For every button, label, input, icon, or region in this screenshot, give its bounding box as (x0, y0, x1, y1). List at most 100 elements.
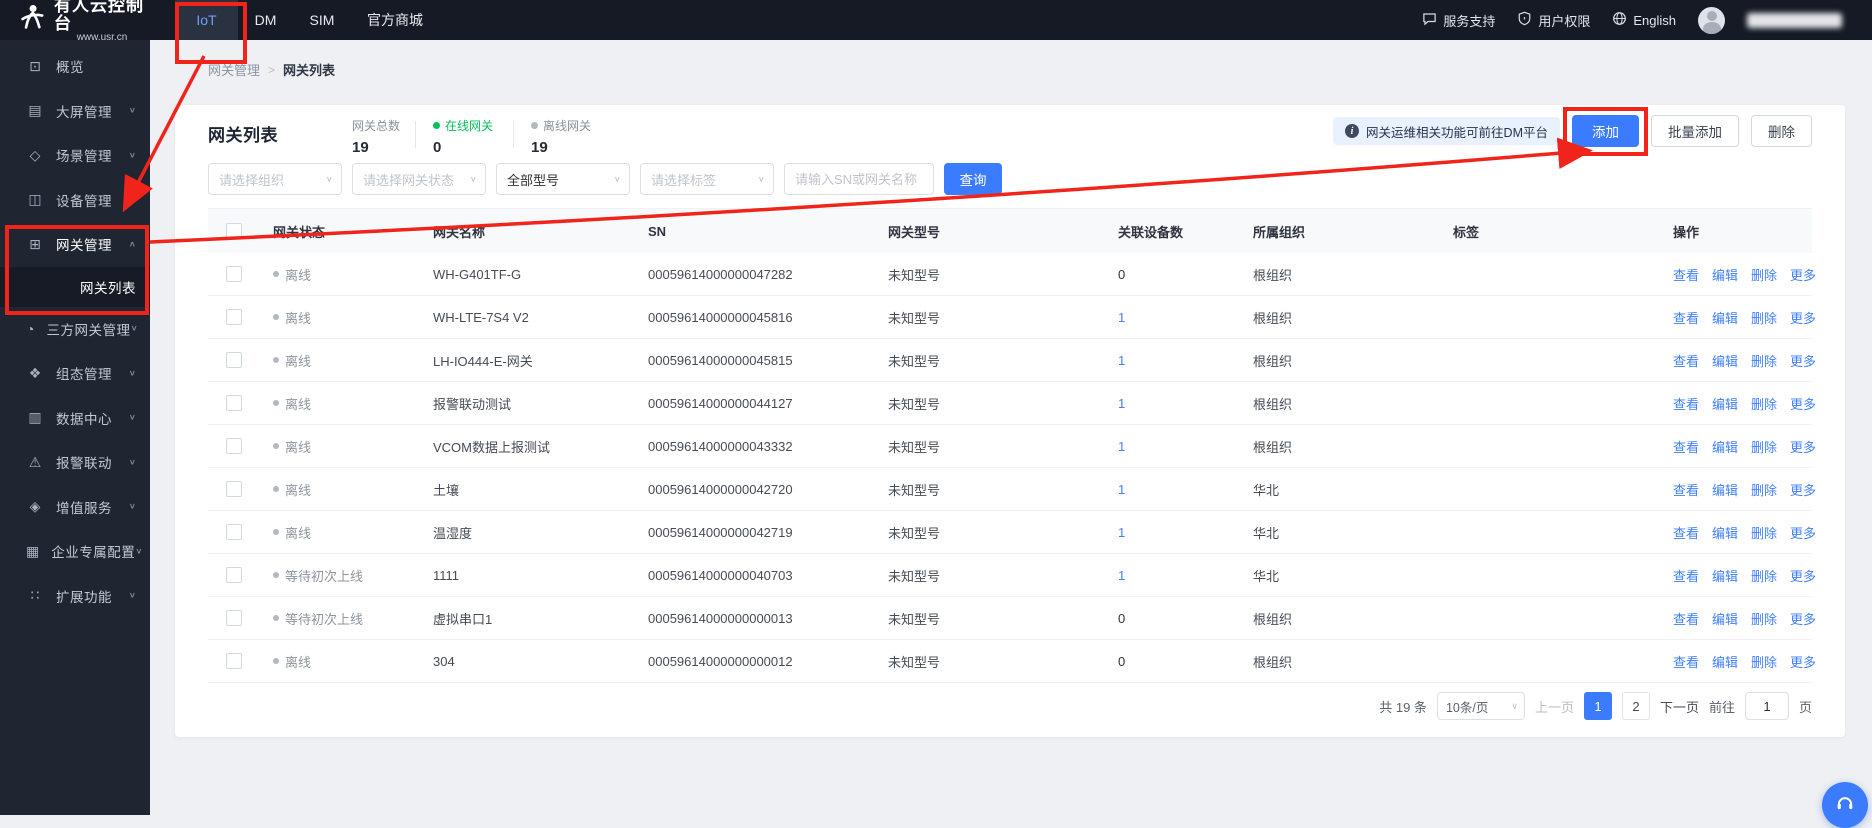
view-link[interactable]: 查看 (1673, 353, 1700, 369)
row-checkbox[interactable] (226, 567, 242, 584)
device-count[interactable]: 1 (1118, 481, 1126, 497)
search-button[interactable]: 查询 (944, 163, 1002, 195)
view-link[interactable]: 查看 (1673, 396, 1700, 412)
device-count[interactable]: 0 (1118, 653, 1126, 669)
view-link[interactable]: 查看 (1673, 654, 1700, 670)
view-link[interactable]: 查看 (1673, 611, 1700, 627)
page-size-select[interactable]: 10条/页 ∨ (1436, 692, 1525, 720)
device-count[interactable]: 0 (1118, 266, 1126, 282)
device-count[interactable]: 1 (1118, 352, 1126, 368)
more-link[interactable]: 更多 (1790, 482, 1817, 498)
delete-button[interactable]: 删除 (1751, 115, 1812, 147)
edit-link[interactable]: 编辑 (1712, 568, 1739, 584)
device-count[interactable]: 1 (1118, 567, 1126, 583)
row-checkbox[interactable] (226, 352, 242, 369)
org-select[interactable]: 请选择组织 ∨ (208, 163, 342, 195)
select-all-checkbox[interactable] (226, 223, 242, 240)
delete-link[interactable]: 删除 (1751, 611, 1778, 627)
delete-link[interactable]: 删除 (1751, 482, 1778, 498)
sidebar-item[interactable]: ▤ 大屏管理 ∨ (0, 89, 150, 134)
view-link[interactable]: 查看 (1673, 310, 1700, 326)
view-link[interactable]: 查看 (1673, 482, 1700, 498)
model-select[interactable]: 全部型号 ∨ (496, 163, 630, 195)
more-link[interactable]: 更多 (1790, 568, 1817, 584)
edit-link[interactable]: 编辑 (1712, 396, 1739, 412)
row-checkbox[interactable] (226, 481, 242, 498)
device-count[interactable]: 1 (1118, 309, 1126, 325)
page-2-button[interactable]: 2 (1621, 692, 1650, 720)
sidebar-item[interactable]: ◈ 增值服务 ∨ (0, 485, 150, 530)
logo[interactable]: 有人云控制台 www.usr.cn (0, 0, 150, 43)
sidebar-item[interactable]: ⚠ 报警联动 ∨ (0, 440, 150, 485)
sidebar-item[interactable]: ◫ 设备管理 ∨ (0, 178, 150, 223)
edit-link[interactable]: 编辑 (1712, 482, 1739, 498)
breadcrumb-parent[interactable]: 网关管理 (208, 63, 261, 78)
row-checkbox[interactable] (226, 438, 242, 455)
more-link[interactable]: 更多 (1790, 396, 1817, 412)
delete-link[interactable]: 删除 (1751, 439, 1778, 455)
device-count[interactable]: 0 (1118, 610, 1126, 626)
sidebar-item[interactable]: ◔ 三方网关管理 ∨ (0, 307, 150, 352)
row-checkbox[interactable] (226, 309, 242, 326)
delete-link[interactable]: 删除 (1751, 396, 1778, 412)
edit-link[interactable]: 编辑 (1712, 439, 1739, 455)
device-count[interactable]: 1 (1118, 438, 1126, 454)
more-link[interactable]: 更多 (1790, 525, 1817, 541)
row-checkbox[interactable] (226, 610, 242, 627)
batch-add-button[interactable]: 批量添加 (1651, 115, 1739, 147)
page-1-button[interactable]: 1 (1583, 692, 1612, 720)
language-switch[interactable]: English (1612, 11, 1676, 29)
sidebar-item[interactable]: ⊞ 网关管理 ∧ (0, 222, 150, 267)
sidebar-item[interactable]: 网关列表 (0, 266, 150, 307)
tab-sim[interactable]: SIM (309, 12, 335, 28)
row-checkbox[interactable] (226, 524, 242, 541)
more-link[interactable]: 更多 (1790, 267, 1817, 283)
prev-page-button[interactable]: 上一页 (1534, 699, 1574, 715)
support-link[interactable]: 服务支持 (1422, 11, 1495, 30)
edit-link[interactable]: 编辑 (1712, 353, 1739, 369)
gateway-status-select[interactable]: 请选择网关状态 ∨ (352, 163, 486, 195)
more-link[interactable]: 更多 (1790, 353, 1817, 369)
sidebar-item[interactable]: ▦ 企业专属配置 ∨ (0, 529, 150, 574)
view-link[interactable]: 查看 (1673, 568, 1700, 584)
view-link[interactable]: 查看 (1673, 439, 1700, 455)
add-button[interactable]: 添加 (1572, 115, 1639, 147)
view-link[interactable]: 查看 (1673, 267, 1700, 283)
view-link[interactable]: 查看 (1673, 525, 1700, 541)
device-count[interactable]: 1 (1118, 524, 1126, 540)
more-link[interactable]: 更多 (1790, 611, 1817, 627)
next-page-button[interactable]: 下一页 (1659, 699, 1699, 715)
more-link[interactable]: 更多 (1790, 654, 1817, 670)
sidebar-item[interactable]: ▥ 数据中心 ∨ (0, 396, 150, 441)
row-checkbox[interactable] (226, 266, 242, 283)
sidebar-item[interactable]: ❖ 组态管理 ∨ (0, 351, 150, 396)
customer-service-button[interactable] (1822, 782, 1868, 828)
delete-link[interactable]: 删除 (1751, 267, 1778, 283)
row-checkbox[interactable] (226, 395, 242, 412)
device-count[interactable]: 1 (1118, 395, 1126, 411)
tab-iot[interactable]: IoT (175, 0, 238, 40)
edit-link[interactable]: 编辑 (1712, 654, 1739, 670)
tag-select[interactable]: 请选择标签 ∨ (640, 163, 774, 195)
delete-link[interactable]: 删除 (1751, 310, 1778, 326)
delete-link[interactable]: 删除 (1751, 654, 1778, 670)
sidebar-item[interactable]: ⊡ 概览 (0, 44, 150, 89)
more-link[interactable]: 更多 (1790, 310, 1817, 326)
user-avatar[interactable] (1698, 6, 1725, 34)
tab-mall[interactable]: 官方商城 (367, 12, 423, 28)
edit-link[interactable]: 编辑 (1712, 267, 1739, 283)
tab-dm[interactable]: DM (254, 12, 277, 28)
sidebar-item[interactable]: ∷ 扩展功能 ∨ (0, 574, 150, 619)
delete-link[interactable]: 删除 (1751, 353, 1778, 369)
edit-link[interactable]: 编辑 (1712, 611, 1739, 627)
row-checkbox[interactable] (226, 653, 242, 670)
edit-link[interactable]: 编辑 (1712, 310, 1739, 326)
delete-link[interactable]: 删除 (1751, 525, 1778, 541)
sidebar-item[interactable]: ◇ 场景管理 ∨ (0, 133, 150, 178)
more-link[interactable]: 更多 (1790, 439, 1817, 455)
edit-link[interactable]: 编辑 (1712, 525, 1739, 541)
delete-link[interactable]: 删除 (1751, 568, 1778, 584)
goto-page-input[interactable] (1744, 692, 1789, 720)
sn-search-input[interactable] (784, 163, 934, 195)
permission-link[interactable]: 用户权限 (1517, 11, 1590, 30)
